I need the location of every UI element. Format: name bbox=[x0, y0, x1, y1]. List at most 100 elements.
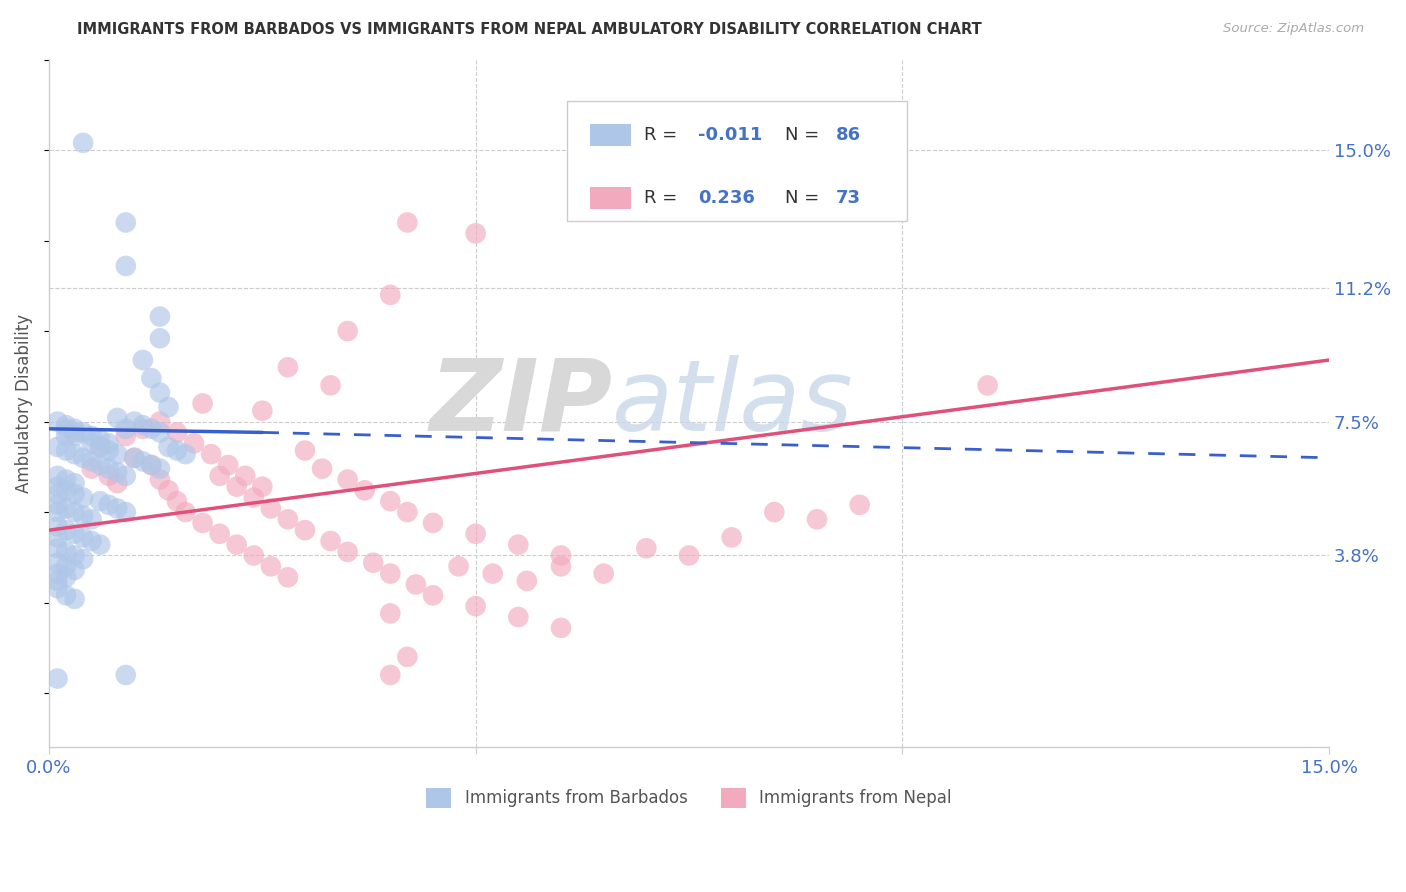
Point bbox=[80, 512, 103, 526]
Point bbox=[46, 440, 69, 454]
Point bbox=[396, 215, 419, 229]
Point bbox=[55, 545, 77, 559]
Point bbox=[55, 473, 77, 487]
Point bbox=[252, 403, 274, 417]
Point bbox=[46, 519, 69, 533]
Point bbox=[89, 538, 111, 552]
Point bbox=[208, 468, 231, 483]
Point bbox=[55, 559, 77, 574]
Point bbox=[294, 443, 316, 458]
Point bbox=[336, 545, 359, 559]
Point bbox=[46, 415, 69, 429]
Point bbox=[141, 371, 163, 385]
FancyBboxPatch shape bbox=[568, 101, 907, 221]
Point bbox=[80, 534, 103, 549]
Text: 73: 73 bbox=[837, 189, 862, 207]
Point bbox=[174, 447, 197, 461]
Text: Source: ZipAtlas.com: Source: ZipAtlas.com bbox=[1223, 22, 1364, 36]
Point bbox=[217, 458, 239, 472]
Point bbox=[55, 483, 77, 498]
Point bbox=[55, 443, 77, 458]
Point bbox=[361, 556, 384, 570]
Point bbox=[46, 556, 69, 570]
Point bbox=[72, 491, 94, 505]
Point bbox=[46, 566, 69, 581]
Point bbox=[72, 136, 94, 150]
Point bbox=[63, 526, 86, 541]
Point bbox=[396, 505, 419, 519]
Point bbox=[380, 288, 402, 302]
Point bbox=[976, 378, 998, 392]
Point bbox=[97, 498, 120, 512]
Point bbox=[132, 418, 155, 433]
Point bbox=[89, 440, 111, 454]
Point bbox=[46, 672, 69, 686]
Point bbox=[464, 227, 486, 241]
Point bbox=[550, 549, 572, 563]
Point bbox=[63, 549, 86, 563]
Point bbox=[141, 458, 163, 472]
Point bbox=[422, 588, 444, 602]
Point bbox=[311, 461, 333, 475]
Point bbox=[114, 668, 136, 682]
Point bbox=[149, 385, 172, 400]
Point bbox=[260, 559, 283, 574]
Point bbox=[46, 530, 69, 544]
Point bbox=[848, 498, 870, 512]
Point bbox=[636, 541, 658, 556]
Point bbox=[396, 649, 419, 664]
Point bbox=[200, 447, 222, 461]
Point bbox=[319, 534, 342, 549]
FancyBboxPatch shape bbox=[591, 186, 631, 209]
Point bbox=[105, 501, 128, 516]
Point bbox=[114, 422, 136, 436]
Point bbox=[183, 436, 205, 450]
Point bbox=[149, 461, 172, 475]
Text: atlas: atlas bbox=[612, 355, 853, 452]
Point bbox=[63, 591, 86, 606]
Point bbox=[166, 443, 188, 458]
Point bbox=[380, 668, 402, 682]
Point bbox=[464, 526, 486, 541]
Point bbox=[46, 505, 69, 519]
Point bbox=[72, 530, 94, 544]
Text: R =: R = bbox=[644, 189, 683, 207]
Point bbox=[55, 588, 77, 602]
Point bbox=[63, 476, 86, 491]
Text: 86: 86 bbox=[837, 126, 862, 144]
Point bbox=[105, 411, 128, 425]
Point bbox=[89, 433, 111, 447]
Point bbox=[97, 461, 120, 475]
Point bbox=[114, 259, 136, 273]
Point bbox=[380, 566, 402, 581]
Point bbox=[114, 468, 136, 483]
Point bbox=[277, 512, 299, 526]
Point bbox=[149, 425, 172, 440]
Point bbox=[353, 483, 375, 498]
Point bbox=[149, 415, 172, 429]
Point bbox=[447, 559, 470, 574]
Point bbox=[46, 498, 69, 512]
Point bbox=[124, 450, 146, 465]
Point bbox=[89, 458, 111, 472]
Point bbox=[242, 549, 264, 563]
Point bbox=[114, 429, 136, 443]
Point bbox=[141, 422, 163, 436]
Point bbox=[252, 480, 274, 494]
Point bbox=[124, 415, 146, 429]
Point bbox=[72, 450, 94, 465]
Point bbox=[132, 422, 155, 436]
Point bbox=[141, 458, 163, 472]
Point bbox=[114, 505, 136, 519]
Point bbox=[763, 505, 786, 519]
Point bbox=[550, 559, 572, 574]
Text: N =: N = bbox=[785, 126, 825, 144]
Point bbox=[105, 465, 128, 479]
Point bbox=[80, 429, 103, 443]
Text: R =: R = bbox=[644, 126, 683, 144]
Point bbox=[55, 501, 77, 516]
Text: IMMIGRANTS FROM BARBADOS VS IMMIGRANTS FROM NEPAL AMBULATORY DISABILITY CORRELAT: IMMIGRANTS FROM BARBADOS VS IMMIGRANTS F… bbox=[77, 22, 981, 37]
Text: -0.011: -0.011 bbox=[697, 126, 762, 144]
Point bbox=[149, 473, 172, 487]
FancyBboxPatch shape bbox=[591, 124, 631, 145]
